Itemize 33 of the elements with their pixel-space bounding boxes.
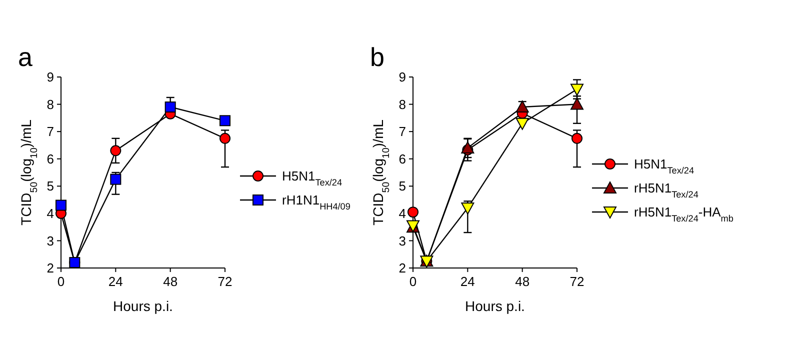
legend-label: rH5N1$_{Tex/24}$ — [634, 180, 698, 200]
x-tick-label: 24 — [460, 274, 475, 289]
x-tick-label: 48 — [515, 274, 530, 289]
y-tick-label: 4 — [46, 206, 54, 221]
y-tick-label: 5 — [46, 178, 54, 194]
y-tick-label: 6 — [398, 151, 406, 166]
y-tick-label: 3 — [46, 233, 54, 248]
x-tick-label: 24 — [108, 274, 123, 289]
y-tick-label: 2 — [46, 260, 54, 276]
x-tick-label: 0 — [57, 274, 65, 289]
y-tick-label: 2 — [398, 260, 406, 276]
y-tick-label: 7 — [398, 124, 406, 140]
y-tick-label: 8 — [46, 96, 54, 112]
x-axis-title: Hours p.i. — [465, 298, 525, 314]
y-tick-label: 7 — [46, 124, 54, 140]
x-tick-label: 48 — [163, 274, 178, 289]
y-tick-label: 9 — [46, 70, 54, 85]
legend-label: rH1N1$_{HH4/09}$ — [282, 192, 350, 212]
y-tick-label: 3 — [398, 233, 406, 248]
chart-title: b — [370, 42, 384, 72]
y-tick-label: 8 — [398, 96, 406, 112]
legend-label: H5N1$_{Tex/24}$ — [282, 168, 342, 188]
chart-title: a — [18, 42, 33, 72]
y-tick-label: 9 — [398, 70, 406, 85]
x-tick-label: 0 — [409, 274, 417, 289]
x-axis-title: Hours p.i. — [113, 298, 173, 314]
y-tick-label: 4 — [398, 206, 406, 221]
x-tick-label: 72 — [570, 274, 584, 289]
legend-label: rH5N1$_{Tex/24}$-HA$_{mb}$ — [634, 204, 734, 224]
y-tick-label: 6 — [46, 151, 54, 166]
x-tick-label: 72 — [218, 274, 232, 289]
y-tick-label: 5 — [398, 178, 406, 194]
legend-label: H5N1$_{Tex/24}$ — [634, 156, 694, 176]
